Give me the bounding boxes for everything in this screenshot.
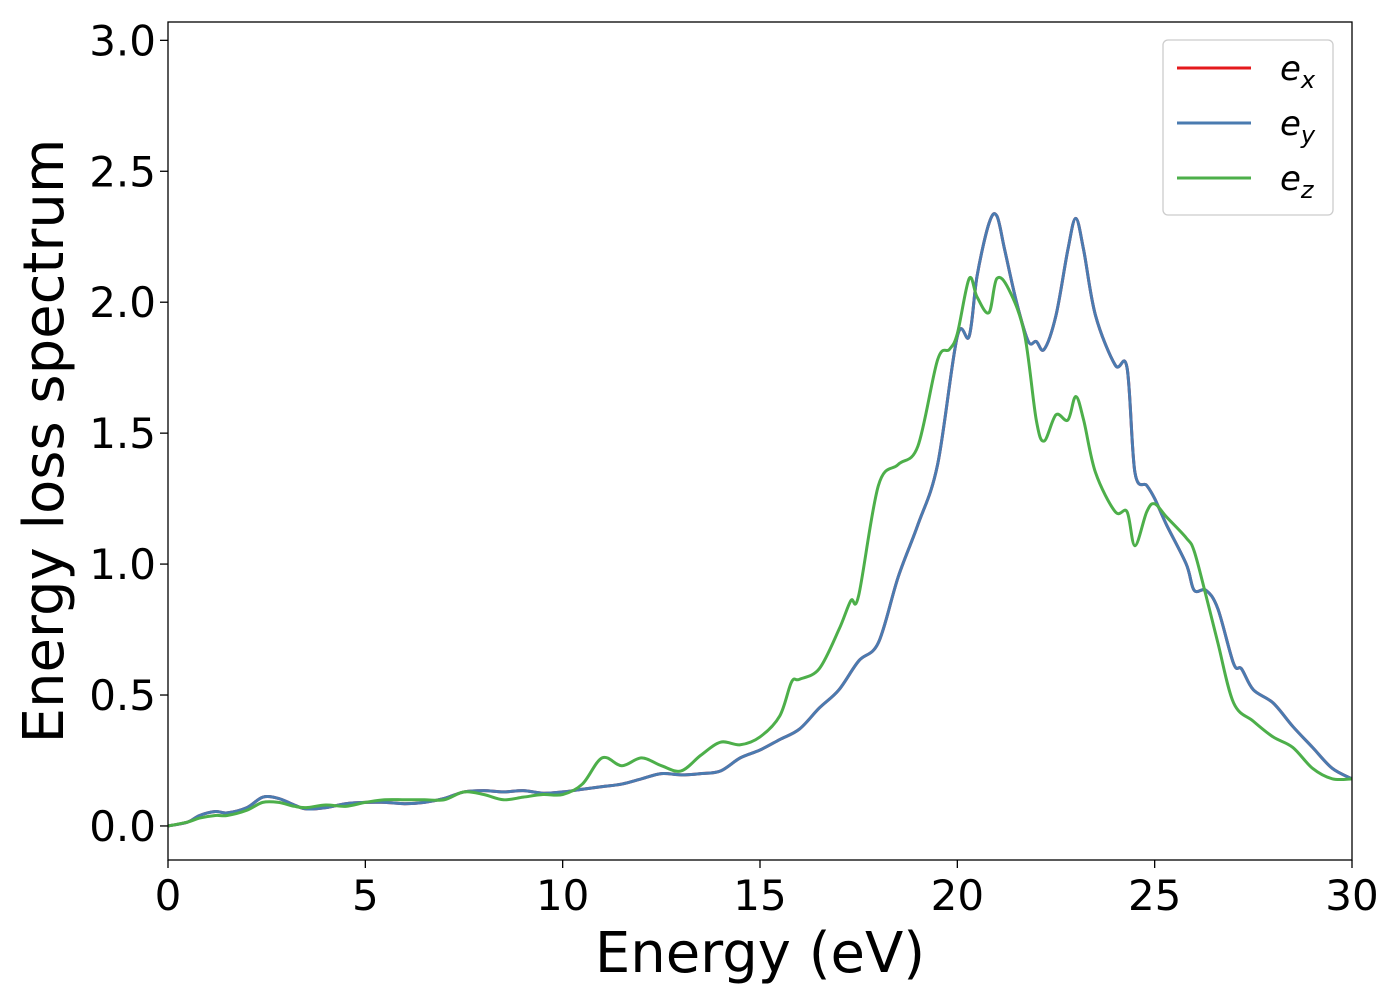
series-line-x — [168, 212, 1352, 828]
x-tick-label: 15 — [733, 871, 786, 920]
x-tick-label: 30 — [1325, 871, 1378, 920]
x-tick-label: 5 — [352, 871, 379, 920]
x-tick-label: 25 — [1128, 871, 1181, 920]
legend-label-z: ez — [1280, 159, 1315, 204]
x-tick-label: 0 — [155, 871, 182, 920]
x-axis-ticks: 0 5 10 15 20 25 30 — [155, 860, 1379, 920]
y-tick-label: 1.0 — [89, 540, 156, 589]
series-line-y — [168, 212, 1352, 828]
y-tick-label: 2.5 — [89, 147, 156, 196]
x-tick-label: 10 — [536, 871, 589, 920]
legend-box — [1162, 39, 1334, 216]
y-tick-label: 1.5 — [89, 409, 156, 458]
y-tick-label: 3.0 — [89, 16, 156, 65]
y-axis-label: Energy loss spectrum — [12, 139, 77, 744]
y-tick-label: 0.5 — [89, 671, 156, 720]
y-tick-label: 0.0 — [89, 802, 156, 851]
y-axis-ticks: 0.0 0.5 1.0 1.5 2.0 2.5 3.0 — [89, 16, 168, 851]
y-tick-label: 2.0 — [89, 278, 156, 327]
series-line-z — [168, 275, 1352, 828]
x-tick-label: 20 — [931, 871, 984, 920]
x-axis-label: Energy (eV) — [595, 921, 925, 986]
